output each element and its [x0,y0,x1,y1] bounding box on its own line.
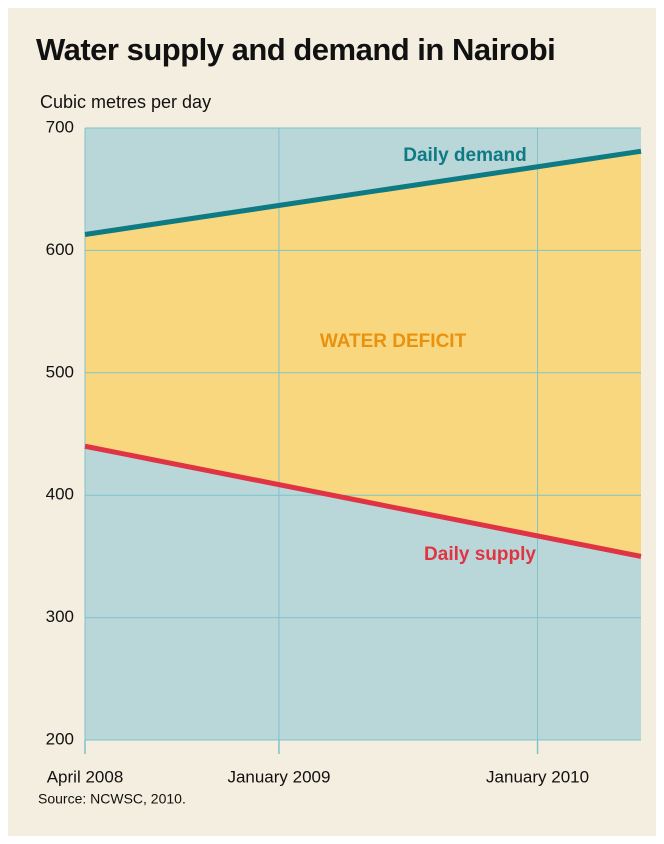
line-demand [84,148,642,237]
y-tick-label: 400 [46,485,74,504]
area-label: WATER DEFICIT [320,331,467,352]
y-axis-label: Cubic metres per day [40,92,211,112]
x-tick-label: January 2009 [227,767,330,786]
source: Source: NCWSC, 2010. [38,791,186,807]
y-tick-label: 700 [46,117,74,136]
y-tick-label: 300 [46,607,74,626]
chart-title: Water supply and demand in Nairobi [36,32,555,67]
line-supply [84,443,642,559]
deficit-area [85,151,641,557]
y-tick-label: 600 [46,240,74,259]
y-tick-label: 500 [46,362,74,381]
x-tick-label: January 2010 [486,767,589,786]
series-label: Daily demand [403,145,527,166]
y-tick-label: 200 [46,729,74,748]
series-label: Daily supply [424,544,536,565]
x-tick-label: April 2008 [47,767,124,786]
